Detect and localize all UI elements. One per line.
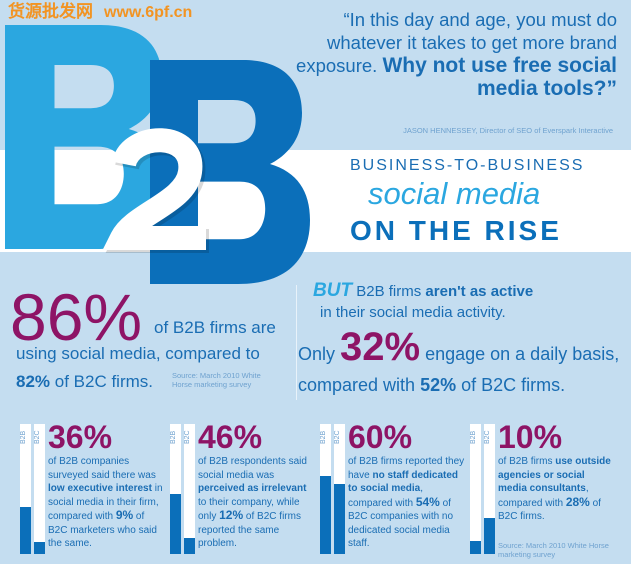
card-pct: 10% <box>498 419 563 455</box>
intro-text: B2B firms <box>352 283 426 300</box>
stat-main-l1: of B2B firms are <box>154 318 276 337</box>
stat-daily-line3: Only 32% engage on a daily basis, <box>298 325 619 376</box>
desc-c: to their company, while only <box>198 496 300 523</box>
desc-b: use outside agencies or social media con… <box>498 456 611 494</box>
quote-text: “In this day and age, you must do whatev… <box>296 9 617 76</box>
stats-panel <box>0 252 631 564</box>
bar-fill-b2b <box>20 507 31 554</box>
bar-fill-b2b <box>320 476 331 554</box>
desc-a: of B2B companies surveyed said there was <box>48 456 156 481</box>
stat-daily-line4: compared with 52% of B2C firms. <box>298 374 565 396</box>
quote: “In this day and age, you must do whatev… <box>272 8 617 100</box>
bar-fill-b2c <box>184 538 195 554</box>
desc-c: , compared with <box>498 483 589 509</box>
desc-e: of B2C marketers who said the same. <box>48 511 157 549</box>
stat-card: B2B B2C 10% of B2B firms use outside age… <box>468 418 616 556</box>
desc-e: of B2C companies with no dedicated socia… <box>348 497 454 550</box>
watermark-cn: 货源批发网 <box>8 2 93 21</box>
comp-pct: 52% <box>420 375 457 395</box>
desc-b: no staff dedicated to social media <box>348 469 459 495</box>
desc-d: 28% <box>565 494 590 509</box>
bar-label: B2C <box>484 430 491 444</box>
bar-fill-b2b <box>170 494 181 554</box>
divider <box>296 285 297 400</box>
card-pct: 60% <box>348 419 413 455</box>
desc-d: 12% <box>219 508 244 522</box>
b2c-pct: 82% <box>16 372 51 391</box>
desc-a: of B2B firms <box>498 456 556 467</box>
bar-b2b: B2B <box>20 424 31 554</box>
card-desc: of B2B firms use outside agencies or soc… <box>498 455 616 524</box>
bar-b2c: B2C <box>184 424 195 554</box>
bar-label: B2C <box>334 430 341 444</box>
bar-fill-b2c <box>484 517 495 554</box>
title-line2: social media <box>368 176 541 211</box>
comp-text: compared with <box>298 375 421 395</box>
quote-emphasis: Why not use free social media tools?” <box>382 54 617 100</box>
bar-label: B2B <box>170 430 177 444</box>
stat-daily-line2: in their social media activity. <box>320 304 506 321</box>
comp-end: of B2C firms. <box>456 375 566 395</box>
stat-card: B2B B2C 36% of B2B companies surveyed sa… <box>18 418 166 556</box>
stat-card: B2B B2C 60% of B2B firms reported they h… <box>318 418 466 556</box>
title-line1: BUSINESS-TO-BUSINESS <box>350 157 585 174</box>
bar-label: B2B <box>470 430 477 444</box>
intro-emphasis: aren't as active <box>425 283 534 300</box>
card-pct: 46% <box>198 419 263 455</box>
desc-d: 54% <box>415 494 440 509</box>
desc-a: of B2B firms reported they have <box>348 456 465 481</box>
only-text: Only <box>298 344 341 364</box>
bar-b2c: B2C <box>334 424 345 554</box>
stat-card: B2B B2C 46% of B2B respondents said soci… <box>168 418 316 556</box>
desc-d: 9% <box>115 508 134 522</box>
bar-fill-b2c <box>334 483 345 554</box>
desc-b: low executive interest <box>48 483 152 494</box>
card-desc: of B2B respondents said social media was… <box>198 455 316 551</box>
watermark-url: www.6pf.cn <box>104 4 193 21</box>
desc-c: in social media in their firm, compared … <box>48 483 163 522</box>
daily-pct: 32% <box>340 325 421 369</box>
desc-c: , compared with <box>348 483 424 509</box>
stat-main-l3-text: of B2C firms. <box>50 372 153 391</box>
bar-label: B2C <box>184 430 191 444</box>
card-desc: of B2B firms reported they have no staff… <box>348 455 466 551</box>
bar-b2b: B2B <box>320 424 331 554</box>
bar-label: B2B <box>20 430 27 444</box>
title-line3: ON THE RISE <box>350 215 562 246</box>
daily-rest: engage on a daily basis, <box>420 344 620 364</box>
desc-e: of B2C firms reported the same problem. <box>198 511 301 549</box>
bar-label: B2C <box>34 430 41 444</box>
bar-b2c: B2C <box>484 424 495 554</box>
desc-e: of B2C firms. <box>498 497 601 523</box>
logo-digit-2 <box>102 128 206 250</box>
bar-fill-b2c <box>34 542 45 554</box>
b2b-logo <box>5 25 310 284</box>
quote-attribution: JASON HENNESSEY, Director of SEO of Ever… <box>403 126 613 135</box>
bar-b2b: B2B <box>170 424 181 554</box>
bar-label: B2B <box>320 430 327 444</box>
card-desc: of B2B companies surveyed said there was… <box>48 455 166 551</box>
card-pct: 36% <box>48 419 113 455</box>
but-label: BUT <box>313 280 353 301</box>
source-note-bottom: Source: March 2010 White Horse marketing… <box>498 541 609 559</box>
stat-main-l2: using social media, compared to <box>16 344 260 363</box>
stat-daily-intro: BUT B2B firms aren't as active <box>313 280 533 303</box>
bar-fill-b2b <box>470 541 481 554</box>
bar-b2c: B2C <box>34 424 45 554</box>
source-note: Source: March 2010 White Horse marketing… <box>172 371 261 389</box>
desc-a: of B2B respondents said social media was <box>198 456 307 481</box>
desc-b: perceived as irrelevant <box>198 483 307 494</box>
stat-main-pct: 86% <box>10 280 143 354</box>
stat-main-l3: 82% of B2C firms. <box>16 372 153 392</box>
bar-b2b: B2B <box>470 424 481 554</box>
